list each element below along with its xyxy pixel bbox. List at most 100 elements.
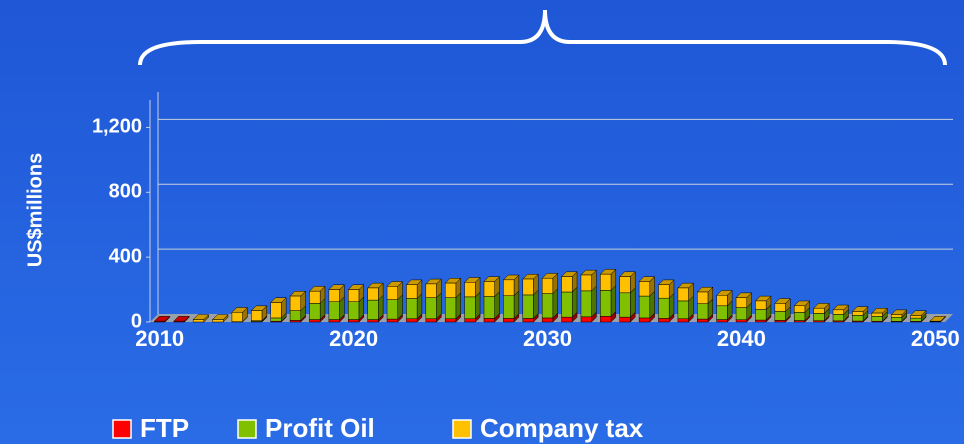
bar	[270, 317, 282, 322]
legend-label: FTP	[140, 413, 189, 443]
bar	[658, 318, 670, 323]
bar	[444, 297, 457, 320]
bar	[522, 278, 534, 296]
bar	[697, 303, 709, 320]
bar	[600, 290, 612, 317]
bar	[503, 318, 515, 323]
bar	[425, 283, 437, 298]
bar	[910, 317, 922, 322]
x-tick-label: 2020	[329, 326, 378, 351]
bar	[348, 301, 360, 320]
bar	[716, 305, 728, 320]
bar	[600, 273, 612, 291]
bar	[658, 297, 670, 319]
y-tick-label: 0	[131, 310, 142, 332]
bar	[328, 319, 340, 323]
bar	[522, 318, 534, 323]
bar	[464, 318, 476, 323]
bar	[852, 315, 864, 322]
bar	[697, 291, 709, 304]
bar	[600, 316, 612, 323]
bar	[813, 313, 825, 321]
bar	[289, 295, 302, 311]
bar	[367, 299, 379, 320]
bar	[619, 276, 631, 294]
bar	[522, 294, 534, 319]
bar	[406, 284, 418, 299]
bar	[154, 320, 166, 323]
bar	[755, 309, 767, 321]
bar	[774, 303, 786, 312]
bar	[328, 289, 340, 302]
bar	[541, 317, 554, 323]
bar	[425, 297, 437, 320]
bar	[192, 319, 205, 323]
y-tick-label: 800	[109, 181, 142, 203]
bar	[580, 274, 592, 292]
legend-swatch	[112, 419, 132, 439]
bar	[832, 309, 844, 315]
bar	[813, 307, 825, 314]
bar	[716, 294, 728, 307]
bar	[386, 286, 398, 300]
bar	[251, 310, 263, 321]
bar	[503, 295, 515, 319]
bar	[735, 297, 747, 308]
bar	[677, 318, 689, 323]
bar	[386, 318, 398, 323]
x-tick-label: 2050	[911, 326, 960, 351]
bar	[503, 279, 515, 296]
bar	[890, 317, 903, 322]
bar	[735, 307, 747, 320]
bar-side	[571, 286, 578, 318]
legend-swatch	[237, 419, 257, 439]
bar	[444, 318, 457, 323]
bar	[580, 290, 592, 318]
bar	[483, 296, 495, 319]
bar	[871, 316, 883, 322]
bar	[173, 320, 185, 323]
bar	[716, 319, 728, 323]
bar	[755, 300, 767, 310]
bar	[871, 312, 883, 317]
bar-side	[610, 284, 617, 317]
legend-label: Company tax	[480, 413, 644, 443]
bar	[309, 319, 321, 323]
bar	[386, 299, 398, 320]
bar	[309, 303, 321, 320]
x-tick-label: 2010	[135, 326, 184, 351]
bar	[697, 318, 709, 323]
bar	[619, 292, 631, 318]
y-axis-title: US$millions	[24, 153, 46, 267]
bar	[735, 319, 747, 323]
bar	[483, 318, 495, 323]
bar	[658, 284, 670, 299]
bar	[367, 287, 379, 301]
bar	[483, 281, 495, 297]
x-tick-label: 2030	[523, 326, 572, 351]
brace	[138, 9, 947, 66]
bar	[561, 316, 573, 323]
bar	[638, 317, 651, 323]
bar	[638, 281, 651, 297]
bar	[580, 316, 592, 323]
bar	[793, 305, 806, 313]
bar	[348, 289, 360, 302]
bar	[328, 301, 340, 320]
bar	[289, 310, 302, 321]
bar	[774, 311, 786, 321]
bar	[638, 295, 651, 319]
bar	[406, 298, 418, 320]
legend-label: Profit Oil	[265, 413, 375, 443]
y-tick-label: 400	[109, 245, 142, 267]
bar	[910, 315, 922, 319]
x-tick-label: 2040	[717, 326, 766, 351]
bar	[231, 312, 243, 322]
legend-swatch	[452, 419, 472, 439]
bar	[270, 302, 282, 319]
bar	[425, 318, 437, 323]
bar	[406, 318, 418, 323]
bar	[561, 276, 573, 293]
